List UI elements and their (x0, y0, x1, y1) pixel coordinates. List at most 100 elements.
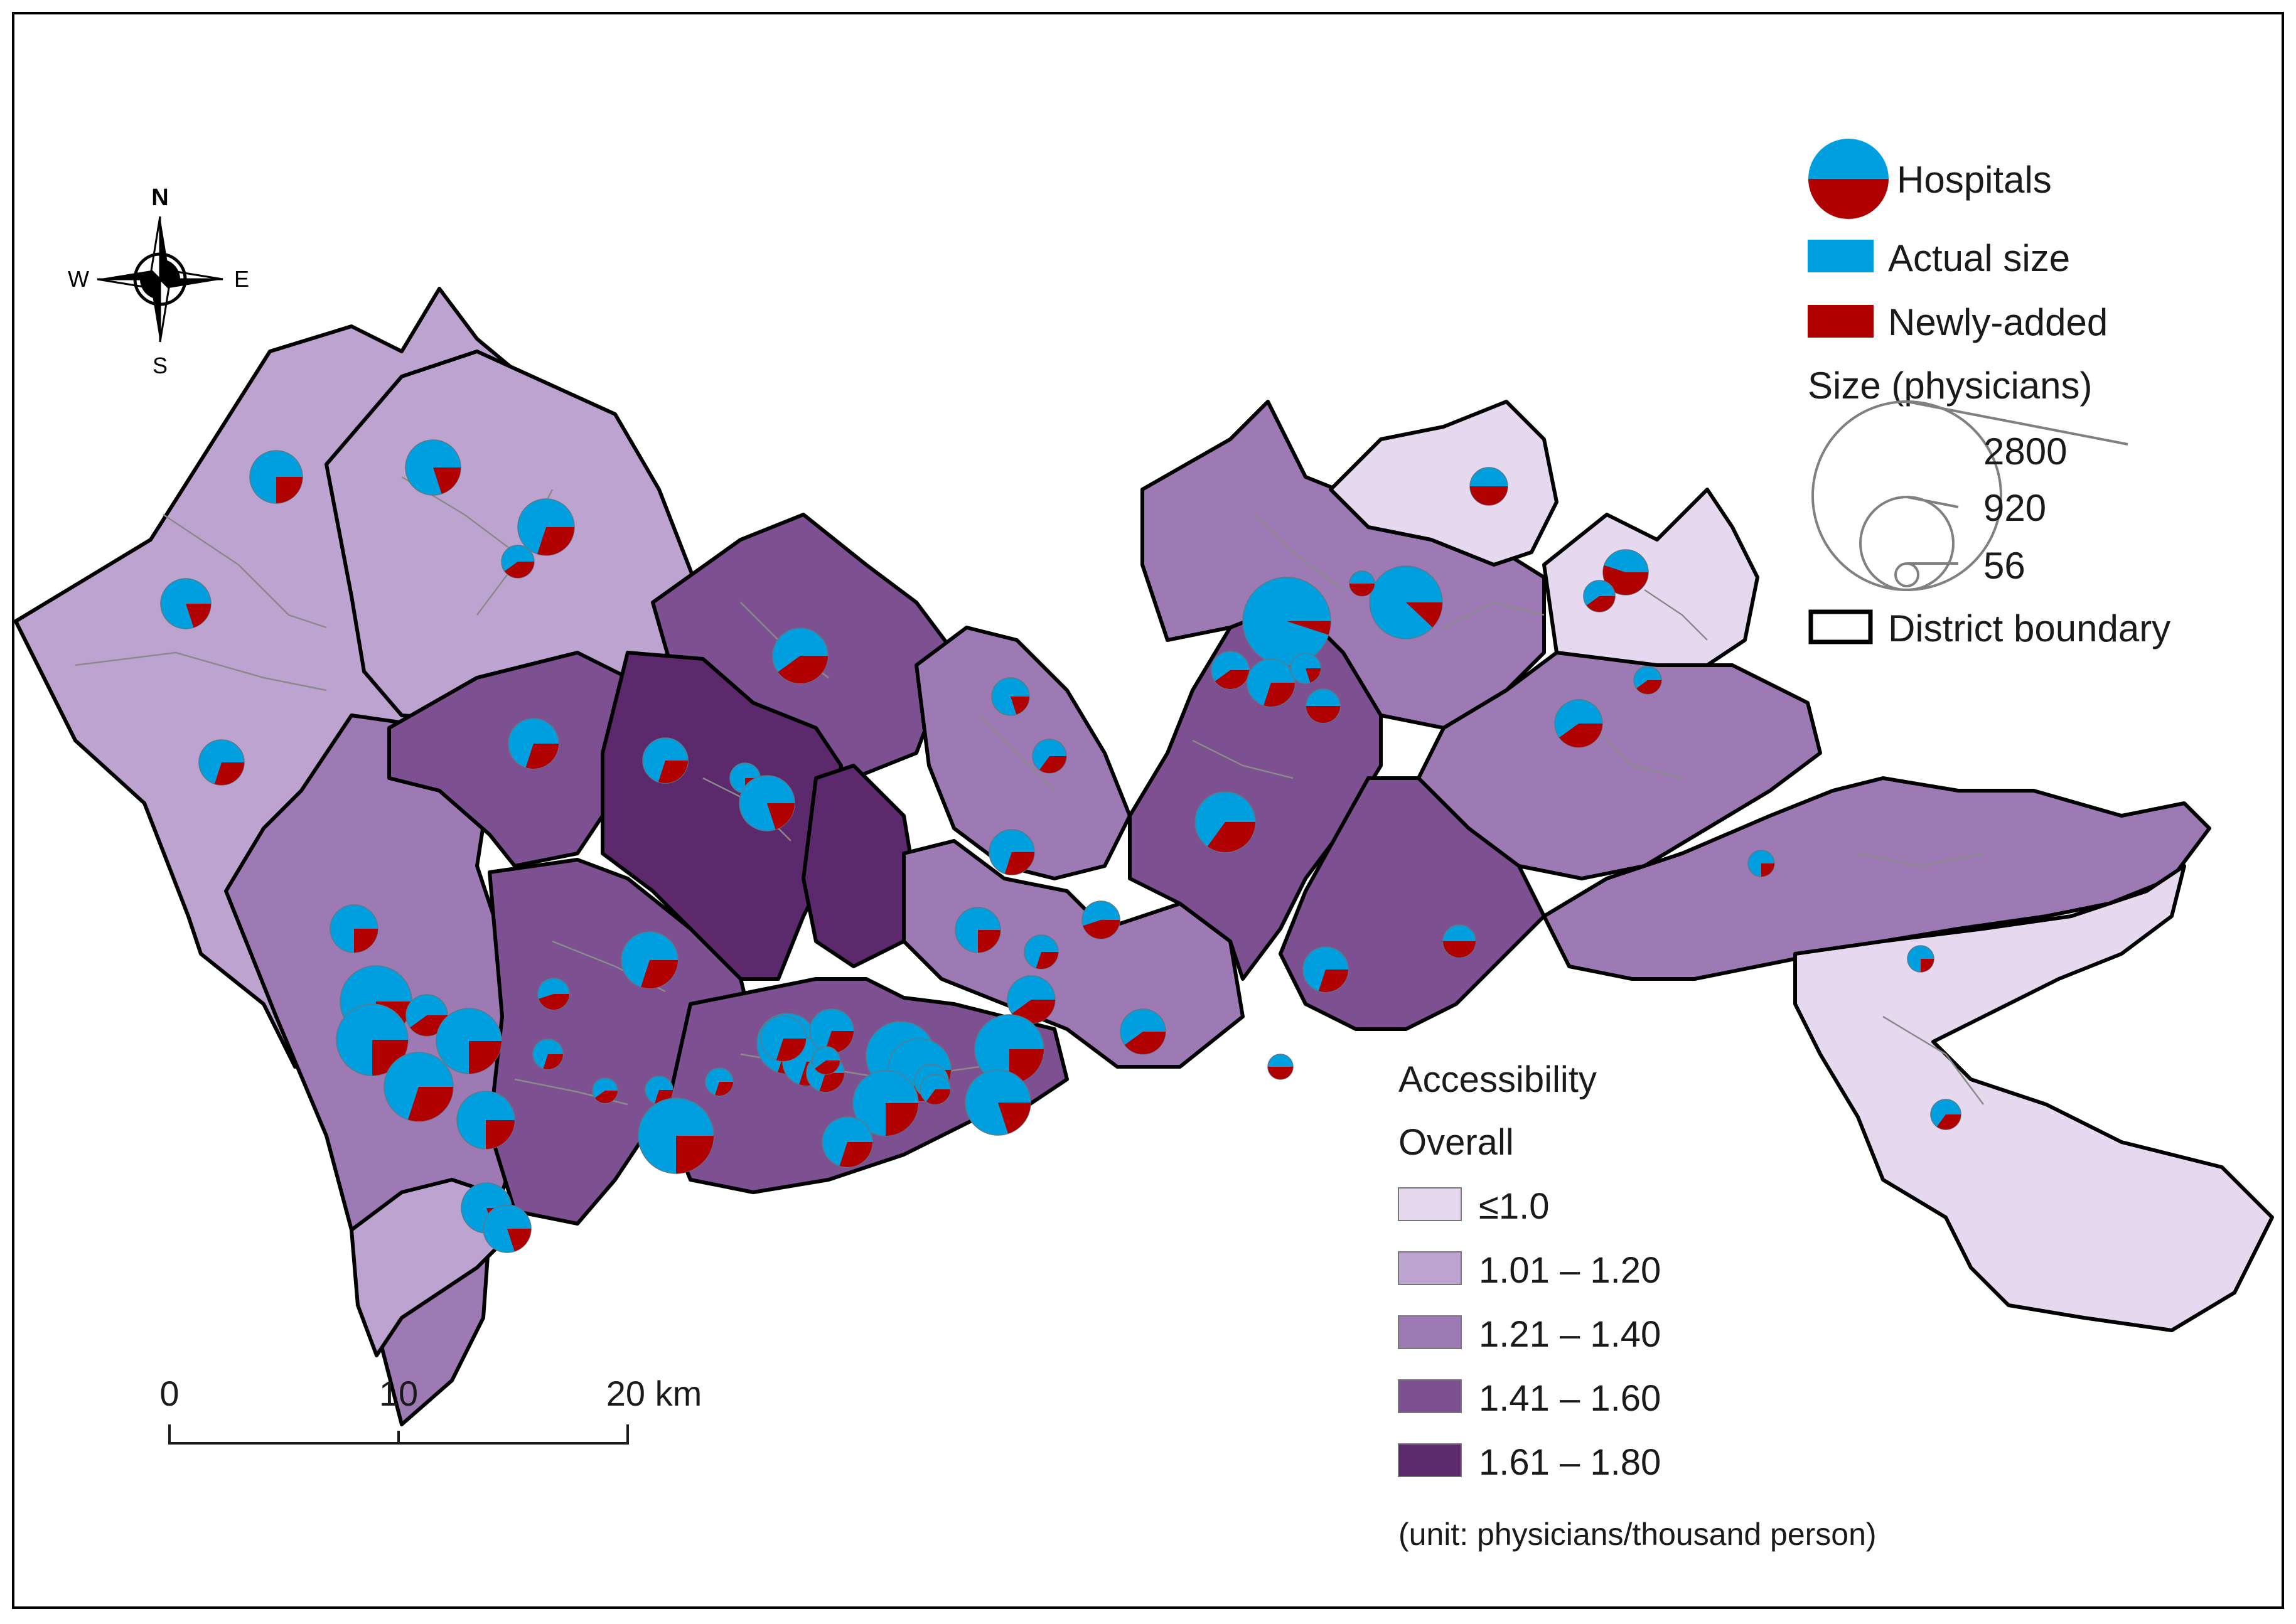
hospital-pie (1554, 699, 1603, 748)
hospital-pie (1602, 549, 1649, 596)
hospital-pie (330, 904, 378, 953)
hospital-pie (1247, 658, 1296, 707)
hospital-pie-newly-added (767, 803, 795, 830)
hospital-pie (160, 578, 212, 629)
hospital-pie-newly-added (1004, 852, 1034, 875)
hospital-pie (1267, 1054, 1294, 1080)
hospital-pie-newly-added (1083, 920, 1120, 939)
legend-hospitals-label: Hospitals (1897, 159, 2052, 201)
accessibility-title: Accessibility (1398, 1059, 1597, 1100)
hospital-pie-newly-added (641, 960, 678, 988)
subdistrict-lines (75, 476, 1984, 1106)
hospital-pie-newly-added (1559, 724, 1602, 748)
hospital-pie (1633, 666, 1662, 695)
hospital-pie (989, 829, 1035, 875)
hospital-pie (336, 1003, 409, 1076)
hospital-pie (621, 931, 679, 989)
hospital-pie-newly-added (1207, 822, 1255, 852)
hospital-pie-newly-added (408, 1087, 453, 1121)
hospital-pie-newly-added (1603, 565, 1648, 595)
hospital-pie (508, 718, 559, 769)
district-polygon (601, 651, 843, 981)
hospital-pie (517, 498, 575, 556)
hospital-pies-layer (160, 439, 1961, 1253)
scale-label-20-km: 20 km (606, 1374, 702, 1413)
hospital-pie-newly-added (1036, 952, 1058, 970)
hospital-pie (1120, 1008, 1166, 1055)
hospital-pie (809, 1008, 854, 1054)
hospital-pie (1290, 653, 1321, 684)
legend-actual-label: Actual size (1888, 237, 2070, 279)
hospital-pie (1469, 467, 1508, 506)
compass-south-label: S (153, 353, 168, 378)
hospital-pie-newly-added (1215, 670, 1249, 689)
hospital-pie-newly-added (1268, 1067, 1293, 1079)
accessibility-class-4: 1.41 – 1.60 (1479, 1378, 1661, 1419)
legend-newly-added-label: Newly-added (1888, 301, 2108, 343)
hospital-pie (483, 1204, 532, 1253)
hospital-pie (537, 978, 570, 1010)
map-frame (12, 12, 2284, 1609)
legend-newly-added-swatch (1808, 305, 1874, 338)
hospital-pie (384, 1052, 454, 1122)
hospital-pie-newly-added (1406, 602, 1442, 628)
district-polygon (1542, 488, 1759, 680)
hospital-pie-newly-added (1470, 486, 1508, 505)
hospital-pie (642, 737, 689, 784)
hospital-pie-newly-added (676, 1136, 714, 1173)
hospital-pie (812, 1046, 840, 1075)
hospital-pie (991, 677, 1030, 716)
hospital-pie (645, 1076, 673, 1104)
hospital-pie (974, 1014, 1044, 1084)
hospital-pie-newly-added (655, 1090, 673, 1104)
legend-district-boundary-swatch (1808, 609, 1873, 644)
district-polygon (915, 626, 1132, 880)
hospital-pie (1302, 946, 1349, 993)
accessibility-class-3: 1.21 – 1.40 (1479, 1314, 1661, 1355)
hospital-pie (1211, 651, 1250, 690)
compass-rose-icon: N S E W (68, 184, 249, 378)
hospital-pie-newly-added (1263, 683, 1295, 707)
legend-size-56: 56 (1983, 545, 2025, 587)
hospital-pie (772, 628, 829, 684)
hospitals-legend: Hospitals Actual size Newly-added Size (… (1808, 139, 2170, 649)
hospital-pie-newly-added (1921, 959, 1934, 972)
legend-pie-icon (1808, 139, 1889, 219)
hospital-pie-newly-added (1306, 668, 1321, 683)
scale-label-10: 10 (379, 1374, 418, 1413)
district-polygon (802, 764, 918, 968)
accessibility-class-2: 1.01 – 1.20 (1479, 1250, 1661, 1291)
hospital-pie-newly-added (1761, 863, 1774, 877)
hospital-pie-newly-added (372, 1040, 408, 1076)
hospital-pie-newly-added (1039, 756, 1066, 774)
hospital-pie-newly-added (594, 1091, 618, 1104)
hospital-pie (638, 1098, 714, 1174)
accessibility-subtitle: Overall (1398, 1122, 1514, 1163)
hospital-pie-newly-added (778, 656, 828, 683)
hospital-pie (1024, 934, 1059, 970)
hospital-pie-newly-added (825, 1031, 854, 1053)
hospital-pie (852, 1070, 919, 1136)
hospital-pie (456, 1091, 515, 1150)
size-legend-circles (1811, 400, 2128, 591)
hospital-pie (705, 1067, 734, 1096)
hospital-pie-newly-added (276, 477, 303, 503)
hospital-pie-newly-added (998, 1103, 1031, 1134)
hospital-pie-newly-added (658, 761, 688, 783)
hospital-pie-newly-added (1636, 680, 1661, 694)
hospital-pie-newly-added (507, 1229, 531, 1252)
legend-size-920: 920 (1983, 487, 2046, 529)
hospital-pie (501, 545, 535, 579)
hospital-pie-newly-added (214, 762, 244, 786)
hospital-pie-newly-added (715, 1082, 733, 1096)
hospital-pie-newly-added (539, 994, 569, 1010)
hospital-pie (1442, 924, 1476, 958)
accessibility-class-1: ≤1.0 (1479, 1186, 1549, 1227)
hospital-pie (532, 1039, 564, 1070)
hospital-pie-newly-added (433, 467, 461, 494)
accessibility-swatch-1 (1398, 1187, 1462, 1221)
hospital-pie-newly-added (1586, 596, 1615, 612)
district-polygon (1793, 864, 2274, 1332)
hospital-pie (822, 1116, 873, 1168)
